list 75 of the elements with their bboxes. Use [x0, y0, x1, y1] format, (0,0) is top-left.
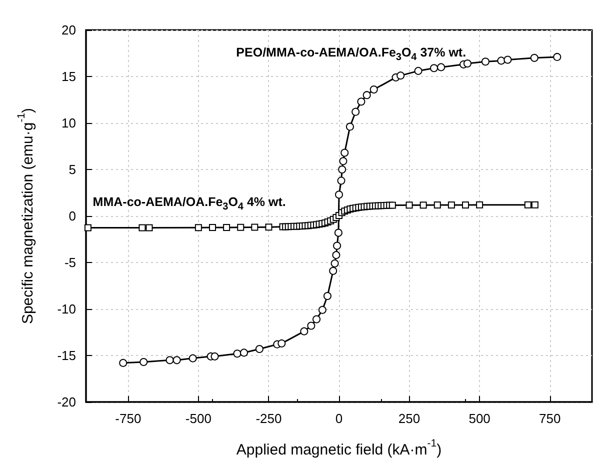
point	[497, 56, 506, 65]
x-tick-label: -750	[115, 411, 142, 426]
y-tick-label: 10	[62, 116, 76, 130]
y-tick-label: -20	[57, 394, 76, 410]
point	[437, 63, 446, 72]
point	[329, 266, 338, 275]
point	[188, 354, 197, 362]
point	[334, 228, 342, 237]
x-tick-label: -250	[256, 411, 282, 426]
point	[448, 202, 455, 209]
point	[531, 201, 538, 208]
y-tick-label: 0	[68, 208, 76, 224]
x-tick-label: 500	[468, 411, 490, 426]
point	[233, 350, 242, 358]
point	[119, 358, 128, 367]
point	[307, 322, 316, 330]
point	[330, 259, 339, 268]
point	[194, 224, 202, 232]
x-tick-label: 0	[335, 411, 343, 426]
point	[406, 202, 413, 209]
point	[388, 202, 396, 209]
point	[370, 86, 378, 94]
point	[396, 72, 405, 80]
point	[362, 91, 371, 100]
point	[481, 58, 490, 66]
point	[504, 56, 512, 64]
point	[346, 122, 354, 131]
x-tick-label: -500	[185, 411, 212, 426]
point	[209, 224, 216, 232]
y-tick-label: -15	[57, 348, 76, 363]
point	[553, 52, 562, 61]
point	[300, 327, 308, 336]
point	[146, 224, 153, 232]
point	[237, 224, 244, 231]
point	[312, 315, 321, 324]
point	[278, 339, 286, 348]
point	[332, 251, 340, 260]
y-tick-label: 20	[62, 22, 76, 38]
point	[476, 201, 484, 208]
point	[530, 54, 538, 62]
point	[172, 356, 181, 364]
point	[357, 98, 366, 106]
point	[223, 224, 230, 231]
point	[338, 166, 346, 174]
y-axis-title: Specific magnetization (emu·g-1)	[16, 108, 36, 324]
point	[323, 292, 332, 300]
point	[352, 108, 360, 116]
y-tick-label: 15	[62, 69, 76, 84]
point	[340, 148, 349, 157]
point	[430, 64, 438, 72]
point	[339, 157, 348, 166]
point	[318, 306, 326, 314]
point	[140, 358, 148, 366]
point	[337, 176, 346, 185]
point	[84, 224, 92, 232]
point	[251, 224, 258, 231]
point	[462, 202, 469, 209]
point	[138, 224, 146, 232]
point	[434, 202, 441, 209]
x-tick-label: 750	[538, 411, 561, 426]
point	[240, 348, 248, 357]
point	[335, 190, 343, 199]
point	[524, 201, 532, 208]
point	[166, 356, 174, 364]
y-tick-label: 5	[68, 162, 76, 177]
x-tick-label: 250	[398, 411, 420, 426]
y-tick-label: -5	[64, 255, 76, 270]
point	[210, 352, 219, 360]
point	[333, 242, 342, 250]
y-tick-label: -10	[57, 302, 76, 316]
point	[420, 202, 427, 209]
point	[414, 66, 422, 75]
point	[255, 344, 264, 353]
point	[463, 59, 472, 68]
point	[265, 224, 272, 231]
